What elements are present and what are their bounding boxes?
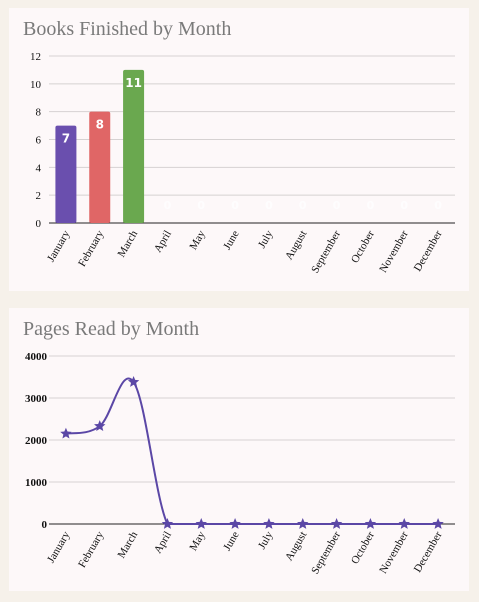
bar-data-label: 0 xyxy=(333,199,341,212)
x-tick-label: August xyxy=(283,530,309,564)
pages-series-line xyxy=(65,377,439,526)
y-tick-label: 10 xyxy=(30,79,42,91)
y-tick-label: 0 xyxy=(42,519,48,531)
x-tick-label: January xyxy=(45,228,73,264)
bar-data-label: 7 xyxy=(62,132,70,146)
bar-data-label: 0 xyxy=(400,199,408,212)
books-finished-bar-chart: 0 2 4 6 8 10 12 7 January 8 February 11 March 0 April 0… xyxy=(30,51,455,275)
books-chart-title: Books Finished by Month xyxy=(23,18,232,40)
y-tick-label: 1000 xyxy=(25,477,48,489)
x-tick-label: January xyxy=(45,529,73,565)
x-tick-label: March xyxy=(115,529,140,560)
bar-data-label: 8 xyxy=(96,118,104,132)
y-tick-label: 8 xyxy=(36,107,42,119)
data-point-february xyxy=(94,420,106,431)
books-finished-card: Books Finished by Month 0 2 4 6 8 10 12 7 Januar… xyxy=(9,8,469,291)
data-point-january xyxy=(60,427,72,439)
x-tick-label: February xyxy=(76,529,106,570)
data-point-may xyxy=(195,518,207,529)
data-point-june xyxy=(229,518,241,529)
bar-data-label: 0 xyxy=(434,199,442,212)
x-tick-label: March xyxy=(115,228,140,259)
x-tick-label: August xyxy=(283,229,309,263)
bar-data-label: 0 xyxy=(197,199,205,212)
x-tick-label: October xyxy=(349,228,377,265)
x-tick-label: September xyxy=(309,529,343,576)
data-point-november xyxy=(398,518,410,529)
x-tick-label: February xyxy=(76,228,106,269)
bar-data-label: 0 xyxy=(164,199,172,212)
data-point-july xyxy=(263,518,275,529)
y-tick-label: 0 xyxy=(36,218,42,230)
data-point-april xyxy=(161,518,174,529)
data-point-march xyxy=(127,376,140,387)
y-tick-label: 3000 xyxy=(25,393,48,405)
bar-january xyxy=(55,125,77,223)
y-tick-label: 6 xyxy=(36,135,42,147)
x-tick-label: May xyxy=(187,529,208,553)
bar-data-label: 11 xyxy=(125,76,142,90)
x-tick-label: October xyxy=(349,529,377,566)
data-point-august xyxy=(297,518,309,529)
x-tick-label: June xyxy=(221,228,242,252)
pages-chart-title: Pages Read by Month xyxy=(23,318,200,340)
x-tick-label: July xyxy=(256,529,276,551)
y-tick-label: 2000 xyxy=(25,435,48,447)
bar-data-label: 0 xyxy=(367,199,375,212)
x-tick-label: May xyxy=(187,228,208,252)
x-tick-label: November xyxy=(377,529,411,575)
y-tick-label: 4 xyxy=(36,162,42,174)
bar-march xyxy=(123,69,145,223)
x-tick-label: November xyxy=(377,228,411,274)
bar-data-label: 0 xyxy=(265,199,273,212)
pages-read-line-chart: 0 1000 2000 3000 4000 January February March Apr… xyxy=(25,351,455,576)
x-tick-label: December xyxy=(412,228,445,273)
x-tick-label: April xyxy=(152,530,174,556)
pages-read-card: Pages Read by Month 0 1000 2000 3000 4000 Jan… xyxy=(9,308,469,591)
x-tick-label: July xyxy=(256,228,276,250)
data-point-october xyxy=(364,518,377,529)
data-point-december xyxy=(432,518,444,529)
x-tick-label: December xyxy=(412,529,445,574)
y-tick-label: 2 xyxy=(36,190,42,202)
bar-february xyxy=(89,111,111,223)
data-point-september xyxy=(330,518,343,529)
y-tick-label: 4000 xyxy=(25,351,48,363)
x-tick-label: September xyxy=(309,228,343,275)
x-tick-label: June xyxy=(221,529,242,553)
bar-data-label: 0 xyxy=(299,199,307,212)
bar-data-label: 0 xyxy=(231,199,239,212)
y-tick-label: 12 xyxy=(30,51,41,63)
x-tick-label: April xyxy=(152,229,174,255)
